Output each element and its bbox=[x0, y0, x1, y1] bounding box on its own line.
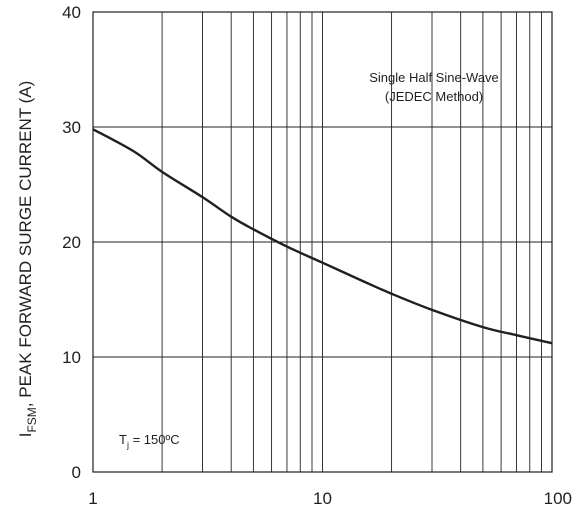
y-tick-label: 10 bbox=[62, 348, 81, 367]
temperature-symbol: T bbox=[119, 432, 127, 447]
annotation-temperature: Tj = 150ºC bbox=[119, 432, 180, 450]
plot-frame bbox=[92, 11, 553, 473]
x-tick-label: 10 bbox=[313, 489, 332, 508]
series-line bbox=[92, 128, 553, 345]
temperature-value: = 150ºC bbox=[129, 432, 180, 447]
y-axis-label-subscript: FSM bbox=[25, 407, 39, 432]
y-tick-label: 30 bbox=[62, 118, 81, 137]
x-tick-label: 100 bbox=[544, 489, 572, 508]
temperature-subscript: j bbox=[126, 440, 129, 450]
y-axis-label-text: , PEAK FORWARD SURGE CURRENT (A) bbox=[16, 81, 35, 408]
y-axis-label-symbol: I bbox=[16, 433, 35, 438]
y-tick-label: 0 bbox=[72, 463, 81, 482]
annotation-note-line2: (JEDEC Method) bbox=[385, 89, 483, 104]
annotation-note-line1: Single Half Sine-Wave bbox=[369, 70, 499, 85]
grid-lines bbox=[93, 12, 552, 472]
y-tick-label: 20 bbox=[62, 233, 81, 252]
y-axis-label: IFSM, PEAK FORWARD SURGE CURRENT (A) bbox=[16, 81, 39, 438]
y-tick-label: 40 bbox=[62, 3, 81, 22]
x-tick-label: 1 bbox=[88, 489, 97, 508]
tick-labels: 0 10 20 30 40 1 10 100 bbox=[62, 3, 572, 508]
